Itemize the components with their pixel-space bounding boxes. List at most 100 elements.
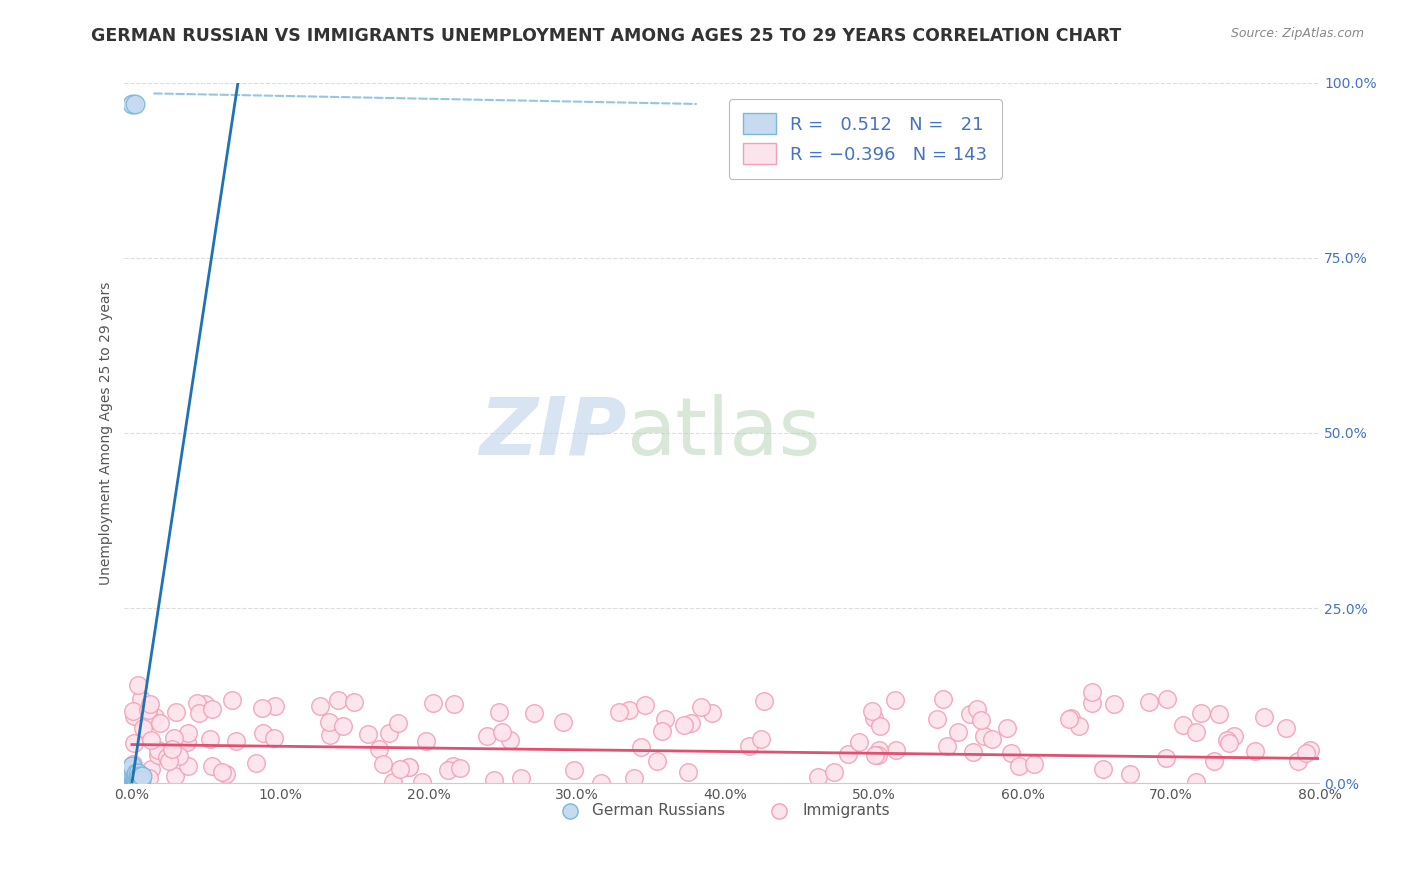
Point xyxy=(136,706,159,720)
Point xyxy=(738,739,761,753)
Point xyxy=(343,695,366,709)
Point xyxy=(149,715,172,730)
Point xyxy=(1008,759,1031,773)
Point xyxy=(387,716,409,731)
Point xyxy=(200,758,222,772)
Point xyxy=(562,764,585,778)
Point xyxy=(848,735,870,749)
Point xyxy=(138,697,160,711)
Point xyxy=(823,764,845,779)
Point xyxy=(201,702,224,716)
Point xyxy=(411,774,433,789)
Point xyxy=(415,734,437,748)
Point xyxy=(309,698,332,713)
Point xyxy=(959,707,981,722)
Point xyxy=(868,747,890,762)
Point xyxy=(367,741,389,756)
Point xyxy=(1000,746,1022,760)
Point xyxy=(645,754,668,768)
Point xyxy=(654,712,676,726)
Point xyxy=(163,769,186,783)
Point xyxy=(689,700,711,714)
Point xyxy=(1137,695,1160,709)
Legend: German Russians, Immigrants: German Russians, Immigrants xyxy=(548,797,896,824)
Point xyxy=(121,772,143,787)
Point xyxy=(1091,762,1114,776)
Point xyxy=(127,678,149,692)
Point xyxy=(499,732,522,747)
Point xyxy=(129,692,152,706)
Point xyxy=(245,756,267,770)
Point xyxy=(357,727,380,741)
Point xyxy=(607,706,630,720)
Point xyxy=(1295,746,1317,760)
Point xyxy=(1218,736,1240,750)
Point xyxy=(128,769,150,783)
Point xyxy=(1067,719,1090,733)
Point xyxy=(122,756,145,771)
Point xyxy=(422,696,444,710)
Point xyxy=(1208,706,1230,721)
Point xyxy=(319,728,342,742)
Point xyxy=(1081,685,1104,699)
Point xyxy=(935,739,957,754)
Point xyxy=(932,692,955,706)
Point xyxy=(125,772,148,787)
Point xyxy=(121,758,143,772)
Point xyxy=(165,705,187,719)
Point xyxy=(141,733,163,747)
Text: Source: ZipAtlas.com: Source: ZipAtlas.com xyxy=(1230,27,1364,40)
Point xyxy=(221,693,243,707)
Text: GERMAN RUSSIAN VS IMMIGRANTS UNEMPLOYMENT AMONG AGES 25 TO 29 YEARS CORRELATION : GERMAN RUSSIAN VS IMMIGRANTS UNEMPLOYMEN… xyxy=(91,27,1122,45)
Point xyxy=(681,715,703,730)
Point xyxy=(198,731,221,746)
Point xyxy=(211,764,233,779)
Point xyxy=(1222,729,1244,743)
Point xyxy=(1185,725,1208,739)
Point xyxy=(194,698,217,712)
Point xyxy=(1215,732,1237,747)
Point xyxy=(143,709,166,723)
Point xyxy=(388,762,411,776)
Y-axis label: Unemployment Among Ages 25 to 29 years: Unemployment Among Ages 25 to 29 years xyxy=(100,281,114,584)
Point xyxy=(141,762,163,776)
Point xyxy=(966,702,988,716)
Point xyxy=(381,775,404,789)
Point xyxy=(1118,767,1140,781)
Point xyxy=(121,765,143,780)
Point xyxy=(328,693,350,707)
Point xyxy=(623,771,645,785)
Point xyxy=(160,742,183,756)
Point xyxy=(125,769,148,783)
Point xyxy=(128,772,150,787)
Point xyxy=(865,747,887,762)
Point xyxy=(1104,697,1126,711)
Point xyxy=(129,772,152,787)
Point xyxy=(700,706,723,721)
Point xyxy=(121,762,143,776)
Point xyxy=(634,698,657,713)
Point xyxy=(131,722,153,736)
Point xyxy=(378,726,401,740)
Point xyxy=(807,770,830,784)
Point xyxy=(962,745,984,759)
Point xyxy=(1253,710,1275,724)
Point xyxy=(837,747,859,762)
Point xyxy=(127,769,149,783)
Point xyxy=(1081,696,1104,710)
Point xyxy=(155,749,177,764)
Point xyxy=(927,712,949,726)
Point xyxy=(127,772,149,787)
Point xyxy=(1057,711,1080,725)
Point xyxy=(139,713,162,727)
Point xyxy=(630,739,652,754)
Point xyxy=(176,734,198,748)
Point xyxy=(510,772,533,786)
Point xyxy=(651,724,673,739)
Point xyxy=(1298,742,1320,756)
Point xyxy=(1202,754,1225,768)
Point xyxy=(121,767,143,781)
Point xyxy=(225,734,247,748)
Text: atlas: atlas xyxy=(626,394,821,472)
Point xyxy=(176,759,198,773)
